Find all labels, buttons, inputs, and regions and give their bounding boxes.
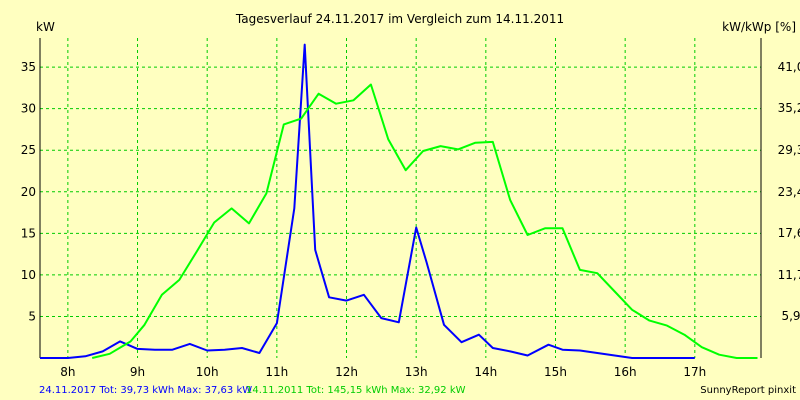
x-tick-label: 17h bbox=[683, 365, 706, 379]
y-tick-label-left: 35 bbox=[21, 60, 36, 74]
series-lines bbox=[40, 43, 758, 359]
y-tick-label-left: 25 bbox=[21, 143, 36, 157]
y-tick-label-left: 20 bbox=[21, 185, 36, 199]
y-tick-label-right: 23,4 bbox=[778, 185, 800, 199]
x-tick-label: 14h bbox=[474, 365, 497, 379]
legend-series-b: 14.11.2011 Tot: 145,15 kWh Max: 32,92 kW bbox=[246, 385, 466, 396]
x-tick-label: 15h bbox=[544, 365, 567, 379]
series-line-2011 bbox=[91, 83, 758, 359]
y-axis-left-label: kW bbox=[36, 20, 55, 34]
y-tick-label-left: 5 bbox=[28, 309, 36, 323]
y-tick-label-right: 17,6 bbox=[778, 226, 800, 240]
y-axis-right-label: kW/kWp [%] bbox=[722, 20, 796, 34]
y-tick-label-left: 30 bbox=[21, 102, 36, 116]
y-tick-label-left: 10 bbox=[21, 268, 36, 282]
x-tick-label: 12h bbox=[335, 365, 358, 379]
y-tick-label-left: 15 bbox=[21, 226, 36, 240]
tick-labels: 8h 9h 10h 11h 12h 13h 14h 15h 16h 17h 5 10 15 20 25 30 3… bbox=[21, 60, 800, 379]
y-tick-label-right: 29,3 bbox=[778, 143, 800, 157]
x-tick-label: 10h bbox=[196, 365, 219, 379]
report-credit: SunnyReport pinxit bbox=[700, 385, 796, 396]
series-line-2017 bbox=[40, 43, 695, 359]
chart-title: Tagesverlauf 24.11.2017 im Vergleich zum… bbox=[235, 12, 564, 26]
x-tick-label: 8h bbox=[60, 365, 75, 379]
x-tick-label: 11h bbox=[265, 365, 288, 379]
plot-axes bbox=[39, 38, 762, 358]
y-tick-label-right: 11,7 bbox=[778, 268, 800, 282]
legend-series-a: 24.11.2017 Tot: 39,73 kWh Max: 37,63 kW bbox=[39, 385, 252, 396]
x-tick-label: 16h bbox=[614, 365, 637, 379]
x-tick-label: 13h bbox=[405, 365, 428, 379]
y-tick-label-right: 41,0 bbox=[778, 60, 800, 74]
grid-lines bbox=[40, 38, 761, 358]
x-tick-label: 9h bbox=[130, 365, 145, 379]
y-tick-label-right: 35,2 bbox=[778, 101, 800, 115]
y-tick-label-right: 5,9 bbox=[781, 309, 800, 323]
